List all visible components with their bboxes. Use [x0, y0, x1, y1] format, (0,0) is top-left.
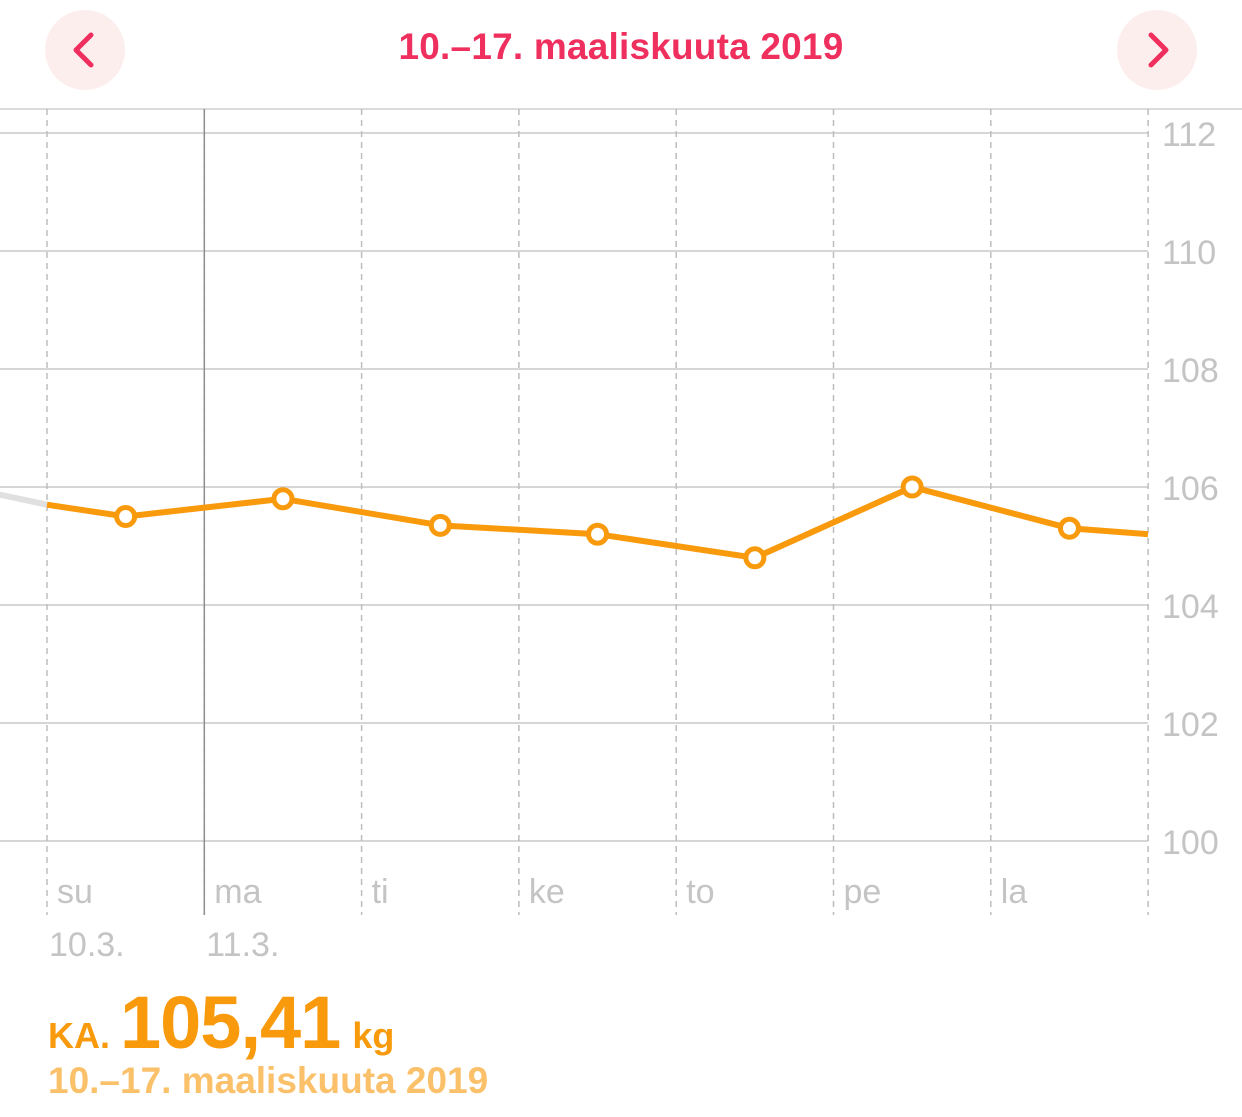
y-tick-label: 102 — [1162, 706, 1219, 744]
data-point — [586, 522, 610, 546]
previous-week-trend-line — [0, 491, 50, 508]
average-value: 105,41 — [120, 981, 341, 1064]
data-point — [114, 505, 138, 528]
data-point — [428, 513, 452, 537]
previous-week-button[interactable] — [45, 10, 125, 90]
average-label: KA. — [48, 1015, 110, 1056]
weight-series-line — [46, 484, 1149, 561]
average-summary: KA. 105,41 kg — [48, 980, 394, 1065]
y-tick-label: 106 — [1162, 470, 1219, 508]
y-tick-label: 108 — [1162, 352, 1219, 390]
y-tick-label: 100 — [1162, 824, 1219, 862]
data-point — [900, 475, 924, 499]
data-point — [271, 487, 295, 511]
date-range-title: 10.–17. maaliskuuta 2019 — [398, 26, 844, 67]
day-label: la — [1001, 873, 1028, 911]
data-point — [743, 546, 767, 570]
y-tick-label: 112 — [1162, 116, 1216, 154]
day-label: pe — [844, 873, 882, 911]
y-tick-label: 104 — [1162, 588, 1219, 626]
data-point — [1057, 516, 1081, 540]
day-label: su — [57, 873, 93, 911]
day-label: ke — [529, 873, 565, 911]
summary-date-range: 10.–17. maaliskuuta 2019 — [48, 1060, 489, 1101]
day-label: ma — [214, 873, 261, 911]
date-label: 11.3. — [206, 926, 279, 960]
y-tick-label: 110 — [1162, 234, 1216, 272]
day-label: to — [686, 873, 714, 911]
date-label: 10.3. — [49, 926, 125, 960]
chevron-right-icon — [1148, 32, 1169, 68]
next-week-button[interactable] — [1117, 10, 1197, 90]
chevron-left-icon — [73, 32, 94, 68]
average-unit: kg — [352, 1015, 395, 1056]
weight-line-chart[interactable]: 112 110 108 106 104 102 100 su ma ti ke to pe la 10.3.… — [0, 100, 1242, 960]
day-label: ti — [372, 873, 389, 911]
